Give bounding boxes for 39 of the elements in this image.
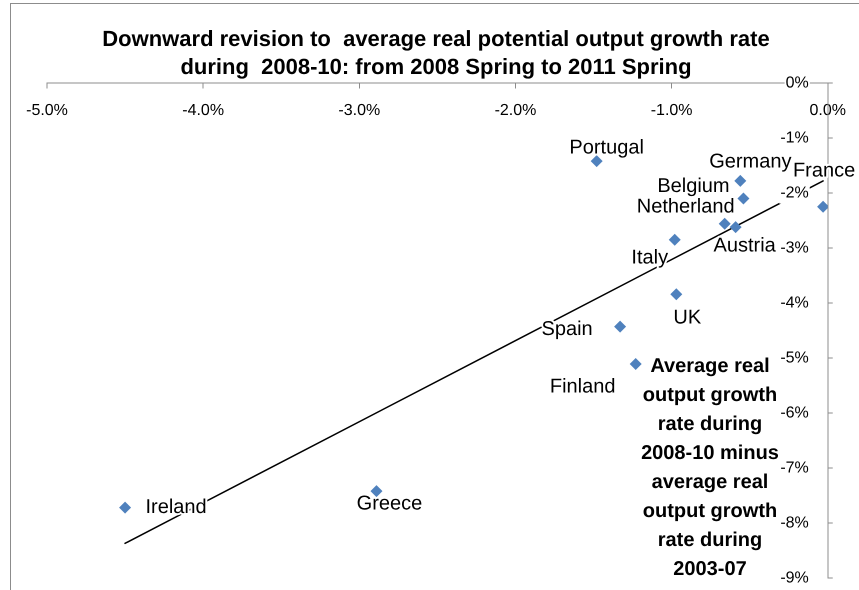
series-label: Germany — [709, 150, 792, 172]
point — [718, 218, 731, 230]
x-tick-label: -2.0% — [494, 102, 536, 120]
y-tick-label: -6% — [780, 404, 809, 422]
y-tick-label: -5% — [780, 349, 809, 366]
series-label: Austria — [714, 234, 777, 257]
series-label: Spain — [542, 318, 593, 340]
x-tick-label: 0.0% — [810, 102, 846, 120]
series-label: Netherland — [636, 195, 735, 218]
y-tick-label: -9% — [780, 569, 809, 586]
point — [119, 502, 132, 514]
x-tick-label: -4.0% — [182, 102, 224, 120]
x-tick-label: -5.0% — [26, 102, 68, 120]
point — [737, 192, 750, 204]
y-tick-label: -1% — [780, 129, 809, 146]
y-tick-label: 0% — [786, 74, 809, 92]
series-label: Portugal — [569, 136, 644, 159]
series-label: UK — [673, 306, 702, 329]
point — [614, 320, 626, 333]
x-tick-label: -1.0% — [650, 102, 693, 120]
series-label: Italy — [631, 246, 668, 268]
point — [668, 234, 681, 246]
x-tick-label: -3.0% — [338, 102, 380, 120]
chart-title: Downward revision to average real potential output growth rate during 2008-10: from 2008 Spring to 2011 Spring — [101, 25, 771, 81]
y-axis-title: Average real output growth rate during 2008-10 minus average real output growth rate during 2003-07 — [641, 355, 779, 580]
y-tick-label: -3% — [780, 239, 809, 256]
y-tick-label: -7% — [780, 459, 809, 476]
series-label: Greece — [356, 492, 422, 515]
point — [734, 174, 746, 187]
series-label: Finland — [550, 376, 616, 398]
point — [670, 288, 682, 300]
y-tick-label: -4% — [780, 294, 809, 312]
point — [817, 200, 828, 213]
y-tick-label: -8% — [780, 514, 809, 532]
point — [730, 221, 742, 234]
series-label: France — [792, 159, 856, 182]
series-label: Belgium — [657, 175, 730, 198]
y-tick-label: -2% — [780, 184, 809, 202]
point — [630, 358, 642, 370]
